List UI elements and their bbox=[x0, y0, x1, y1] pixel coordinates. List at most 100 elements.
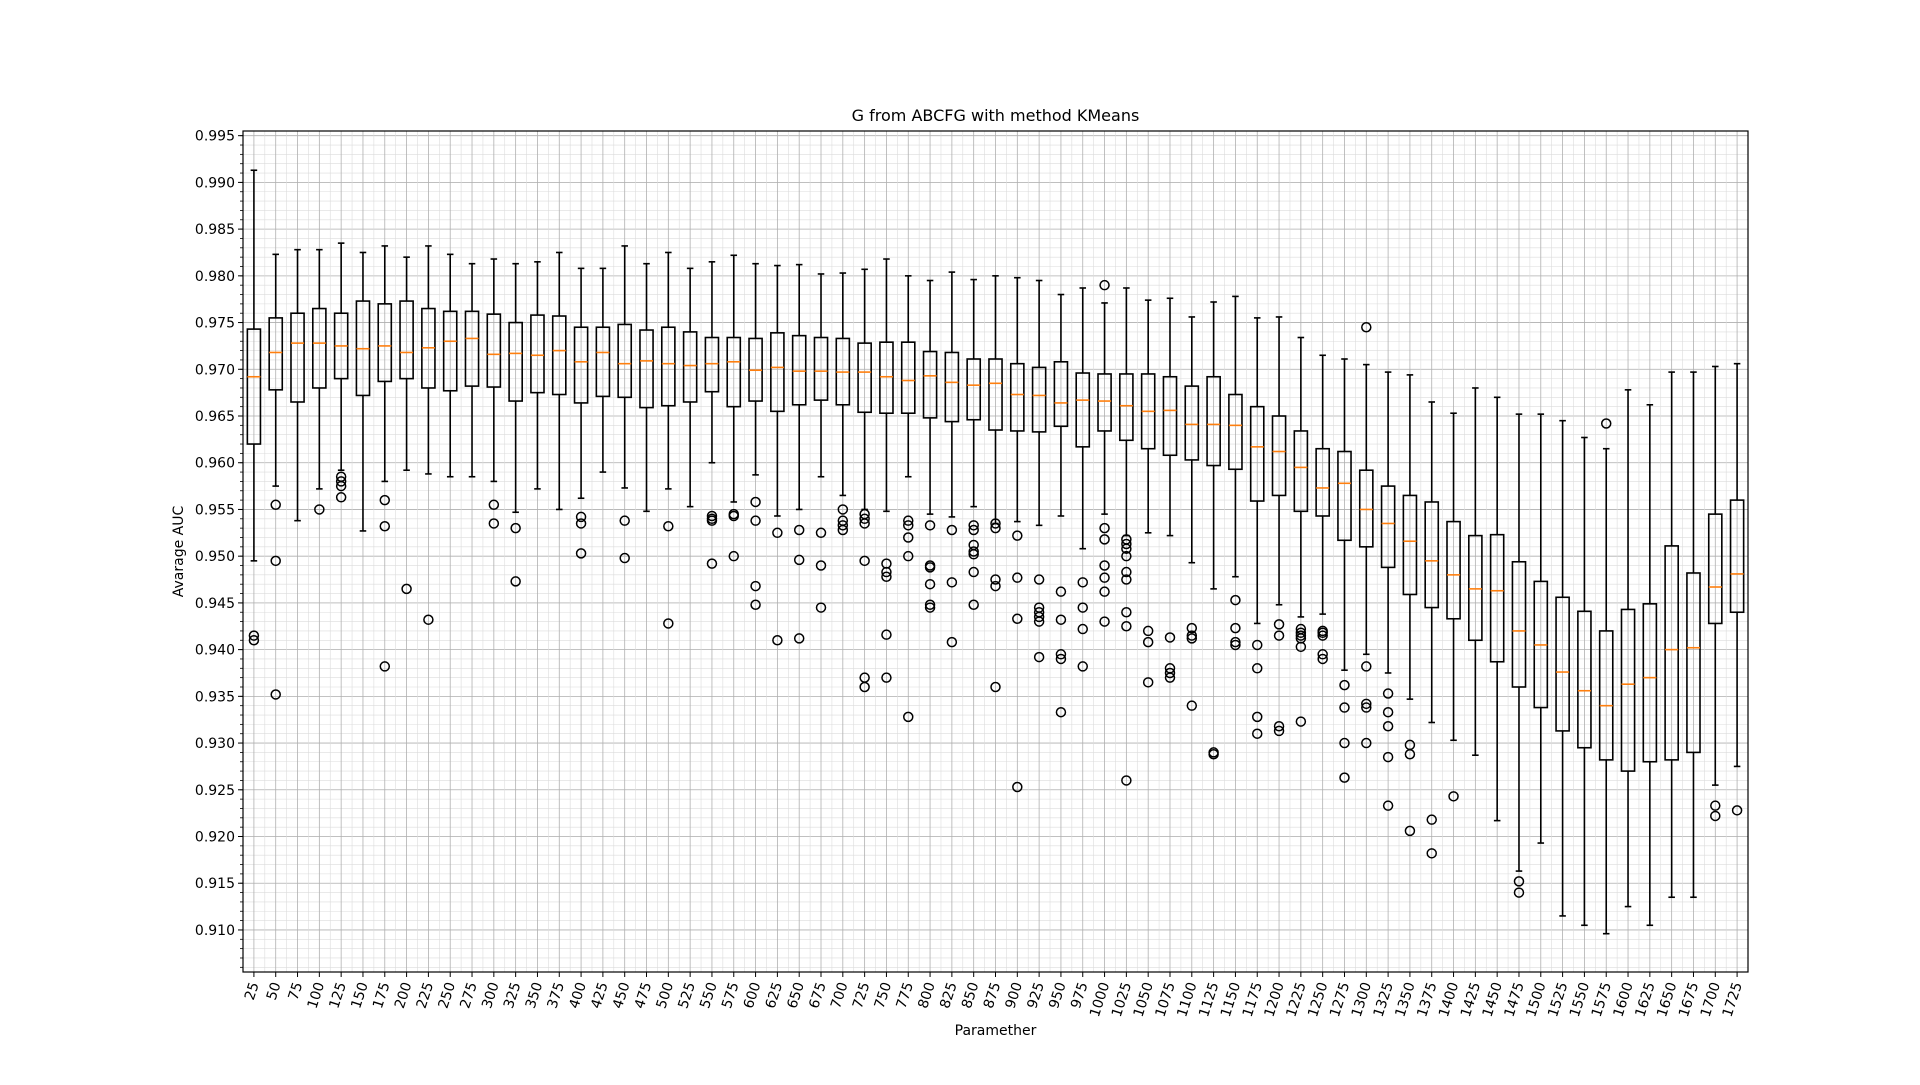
x-tick-label: 825 bbox=[937, 980, 960, 1010]
x-tick-label: 675 bbox=[806, 980, 829, 1010]
box-1450 bbox=[1489, 396, 1505, 822]
box-625 bbox=[770, 264, 785, 646]
iqr-box bbox=[268, 317, 284, 391]
iqr-box bbox=[464, 310, 480, 387]
iqr-box bbox=[1577, 610, 1592, 749]
outlier-point bbox=[1121, 574, 1132, 585]
outlier-point bbox=[968, 546, 979, 557]
iqr-box bbox=[813, 336, 829, 401]
iqr-box bbox=[1097, 373, 1112, 432]
outlier-point bbox=[423, 614, 434, 625]
outlier-point bbox=[1099, 522, 1110, 534]
outlier-point bbox=[1339, 772, 1350, 783]
box-150 bbox=[355, 251, 371, 532]
plot-area bbox=[246, 169, 1745, 935]
iqr-box bbox=[1707, 513, 1723, 625]
iqr-box bbox=[1511, 560, 1527, 688]
iqr-box bbox=[1315, 447, 1331, 517]
iqr-box bbox=[1402, 494, 1418, 596]
x-tick-label: 750 bbox=[872, 980, 895, 1010]
x-tick-label: 225 bbox=[414, 980, 437, 1010]
outlier-point bbox=[924, 520, 936, 531]
iqr-box bbox=[857, 342, 872, 414]
outlier-point bbox=[1121, 566, 1132, 578]
x-tick-label: 400 bbox=[566, 980, 589, 1010]
outlier-point bbox=[1382, 688, 1394, 699]
box-450 bbox=[617, 245, 633, 564]
iqr-box bbox=[682, 331, 698, 403]
outlier-point bbox=[1121, 538, 1132, 550]
box-525 bbox=[682, 267, 698, 508]
box-725 bbox=[857, 268, 872, 693]
x-tick-label: 900 bbox=[1003, 980, 1026, 1010]
box-1125 bbox=[1206, 301, 1221, 760]
iqr-box bbox=[1271, 415, 1287, 497]
box-1150 bbox=[1228, 295, 1243, 651]
iqr-box bbox=[922, 350, 938, 419]
outlier-point bbox=[968, 599, 979, 611]
box-1350 bbox=[1402, 374, 1418, 837]
box-100 bbox=[311, 248, 327, 515]
outlier-point bbox=[379, 494, 391, 506]
box-1725 bbox=[1729, 362, 1745, 816]
outlier-point bbox=[1142, 677, 1154, 688]
outlier-point bbox=[1055, 653, 1067, 665]
outlier-point bbox=[1055, 706, 1067, 718]
box-350 bbox=[530, 261, 545, 490]
iqr-box bbox=[1206, 375, 1221, 467]
box-475 bbox=[639, 262, 654, 513]
box-1675 bbox=[1686, 371, 1701, 899]
iqr-box bbox=[551, 315, 567, 396]
iqr-box bbox=[988, 358, 1003, 431]
outlier-point bbox=[488, 518, 500, 529]
outlier-point bbox=[1295, 630, 1307, 641]
box-950 bbox=[1053, 293, 1069, 718]
outlier-point bbox=[1230, 622, 1241, 634]
box-1300 bbox=[1358, 321, 1374, 749]
iqr-box bbox=[1075, 372, 1091, 448]
iqr-box bbox=[442, 310, 458, 392]
outlier-point bbox=[1142, 636, 1154, 648]
outlier-point bbox=[946, 636, 958, 648]
x-tick-label: 350 bbox=[523, 980, 546, 1010]
outlier-point bbox=[379, 521, 391, 532]
iqr-box bbox=[246, 328, 262, 445]
x-tick-label: 75 bbox=[286, 980, 307, 1002]
iqr-box bbox=[660, 326, 676, 407]
outlier-point bbox=[1186, 630, 1198, 641]
box-1475 bbox=[1511, 413, 1527, 898]
box-250 bbox=[442, 253, 458, 478]
outlier-point bbox=[248, 635, 260, 646]
outlier-point bbox=[1251, 663, 1263, 674]
x-tick-label: 800 bbox=[915, 980, 938, 1010]
box-125 bbox=[333, 242, 349, 503]
outlier-point bbox=[1317, 630, 1328, 641]
outlier-point bbox=[1251, 728, 1263, 739]
x-tick-label: 375 bbox=[545, 980, 568, 1010]
iqr-box bbox=[704, 336, 720, 393]
outlier-point bbox=[1426, 814, 1437, 825]
x-tick-label: 150 bbox=[348, 980, 371, 1010]
outlier-point bbox=[1273, 720, 1285, 732]
box-1275 bbox=[1337, 358, 1352, 783]
outlier-point bbox=[1077, 623, 1088, 635]
box-875 bbox=[988, 275, 1003, 693]
box-1325 bbox=[1380, 371, 1396, 811]
outlier-point bbox=[837, 504, 849, 515]
outlier-point bbox=[1710, 810, 1721, 822]
box-650 bbox=[791, 263, 807, 644]
outlier-point bbox=[968, 524, 979, 536]
outlier-point bbox=[750, 515, 761, 526]
x-tick-label: 300 bbox=[479, 980, 502, 1010]
outlier-point bbox=[619, 515, 630, 526]
outlier-point bbox=[1121, 550, 1132, 562]
iqr-box bbox=[791, 334, 807, 406]
iqr-box bbox=[944, 351, 960, 423]
outlier-point bbox=[1600, 418, 1612, 429]
x-tick-label: 50 bbox=[264, 980, 285, 1002]
outlier-point bbox=[1361, 698, 1372, 710]
box-225 bbox=[421, 245, 436, 625]
outlier-point bbox=[1121, 543, 1132, 554]
y-tick-label: 0.920 bbox=[195, 830, 235, 846]
